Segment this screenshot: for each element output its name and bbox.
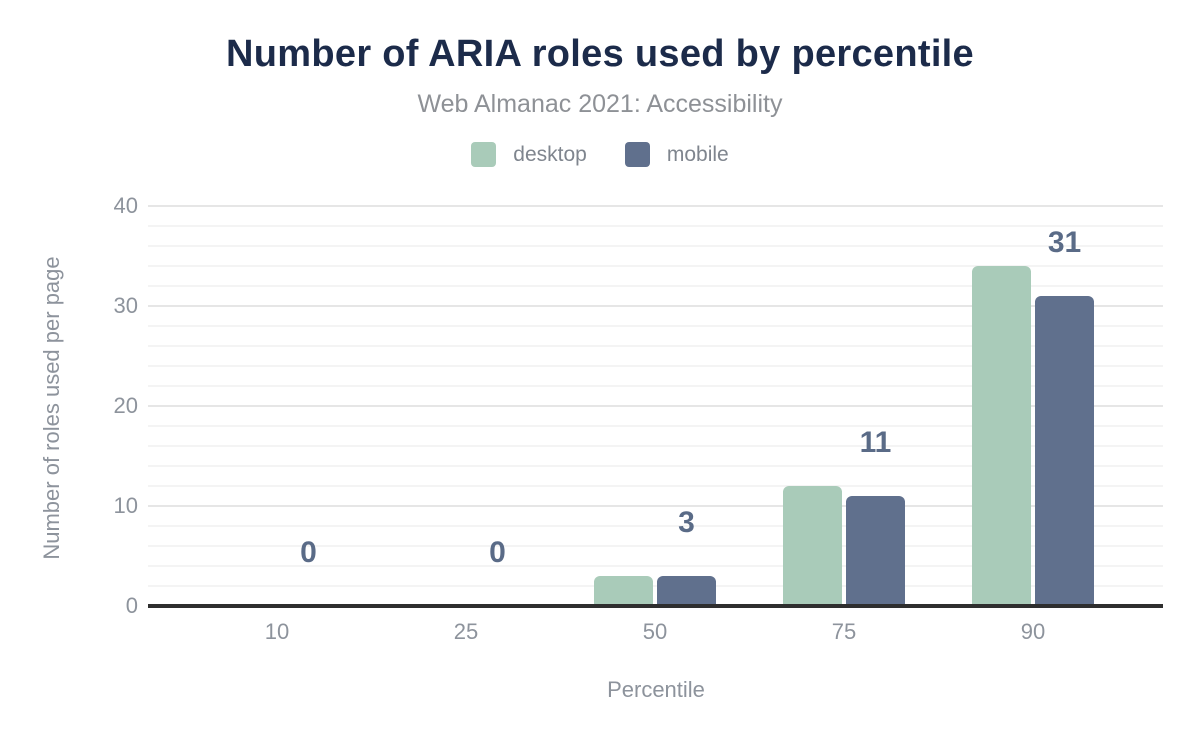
bar-desktop-90 (972, 266, 1031, 606)
chart-title: Number of ARIA roles used by percentile (226, 33, 974, 75)
major-gridline-40 (148, 205, 1163, 207)
x-tick-90: 90 (1020, 619, 1046, 644)
minor-gridline-36 (148, 245, 1163, 247)
value-label-75: 11 (859, 426, 892, 459)
x-tick-10: 10 (264, 619, 290, 644)
y-tick-0: 0 (125, 593, 138, 618)
y-tick-20: 20 (113, 393, 138, 418)
legend-swatch-mobile (624, 142, 650, 167)
x-axis-title: Percentile (607, 677, 705, 702)
major-gridline-30 (148, 305, 1163, 307)
x-axis-line (148, 604, 1163, 608)
legend-item-desktop: desktop (471, 142, 587, 167)
x-tick-75: 75 (831, 619, 857, 644)
minor-gridline-16 (148, 445, 1163, 447)
minor-gridline-6 (148, 545, 1163, 547)
major-gridline-20 (148, 405, 1163, 407)
minor-gridline-24 (148, 365, 1163, 367)
y-axis-title: Number of roles used per page (39, 256, 64, 560)
value-label-90: 31 (1047, 226, 1082, 259)
minor-gridline-18 (148, 425, 1163, 427)
value-label-50: 3 (678, 506, 695, 539)
legend-swatch-desktop (471, 142, 497, 167)
value-label-25: 0 (489, 536, 506, 569)
bar-desktop-75 (783, 486, 842, 606)
plot-area: 0 0 3 11 31 (148, 205, 1163, 608)
minor-gridline-38 (148, 225, 1163, 227)
legend-item-mobile: mobile (624, 142, 729, 167)
chart-subtitle: Web Almanac 2021: Accessibility (417, 90, 783, 118)
minor-gridline-8 (148, 525, 1163, 527)
minor-gridline-26 (148, 345, 1163, 347)
minor-gridline-14 (148, 465, 1163, 467)
legend-label-mobile: mobile (666, 142, 729, 166)
minor-gridline-4 (148, 565, 1163, 567)
legend: desktop mobile (0, 142, 1200, 167)
y-tick-30: 30 (113, 293, 138, 318)
minor-gridline-28 (148, 325, 1163, 327)
x-tick-25: 25 (453, 619, 479, 644)
y-tick-10: 10 (113, 493, 138, 518)
value-label-10: 0 (300, 536, 317, 569)
major-gridline-10 (148, 505, 1163, 507)
minor-gridline-34 (148, 265, 1163, 267)
bar-mobile-75 (846, 496, 905, 606)
minor-gridline-32 (148, 285, 1163, 287)
x-tick-50: 50 (642, 619, 668, 644)
legend-label-desktop: desktop (513, 142, 587, 166)
minor-gridline-12 (148, 485, 1163, 487)
bar-desktop-50 (594, 576, 653, 606)
y-tick-40: 40 (113, 193, 138, 218)
minor-gridline-2 (148, 585, 1163, 587)
minor-gridline-22 (148, 385, 1163, 387)
bar-mobile-90 (1035, 296, 1094, 606)
bar-mobile-50 (657, 576, 716, 606)
